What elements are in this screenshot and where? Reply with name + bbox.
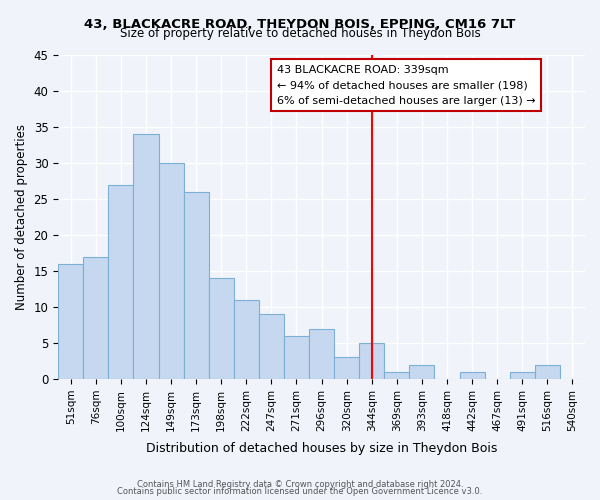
- Bar: [158, 163, 184, 379]
- Bar: [209, 278, 234, 379]
- Bar: [284, 336, 309, 379]
- Text: 43 BLACKACRE ROAD: 339sqm
← 94% of detached houses are smaller (198)
6% of semi-: 43 BLACKACRE ROAD: 339sqm ← 94% of detac…: [277, 64, 535, 106]
- Text: Size of property relative to detached houses in Theydon Bois: Size of property relative to detached ho…: [119, 28, 481, 40]
- Bar: [184, 192, 209, 379]
- Bar: [83, 256, 109, 379]
- Bar: [535, 364, 560, 379]
- Bar: [334, 358, 359, 379]
- Bar: [510, 372, 535, 379]
- Y-axis label: Number of detached properties: Number of detached properties: [15, 124, 28, 310]
- Bar: [309, 328, 334, 379]
- Bar: [133, 134, 158, 379]
- Text: Contains HM Land Registry data © Crown copyright and database right 2024.: Contains HM Land Registry data © Crown c…: [137, 480, 463, 489]
- Bar: [359, 343, 384, 379]
- Text: Contains public sector information licensed under the Open Government Licence v3: Contains public sector information licen…: [118, 487, 482, 496]
- Bar: [259, 314, 284, 379]
- Text: 43, BLACKACRE ROAD, THEYDON BOIS, EPPING, CM16 7LT: 43, BLACKACRE ROAD, THEYDON BOIS, EPPING…: [85, 18, 515, 30]
- Bar: [109, 184, 133, 379]
- Bar: [384, 372, 409, 379]
- Bar: [58, 264, 83, 379]
- Bar: [409, 364, 434, 379]
- X-axis label: Distribution of detached houses by size in Theydon Bois: Distribution of detached houses by size …: [146, 442, 497, 455]
- Bar: [234, 300, 259, 379]
- Bar: [460, 372, 485, 379]
